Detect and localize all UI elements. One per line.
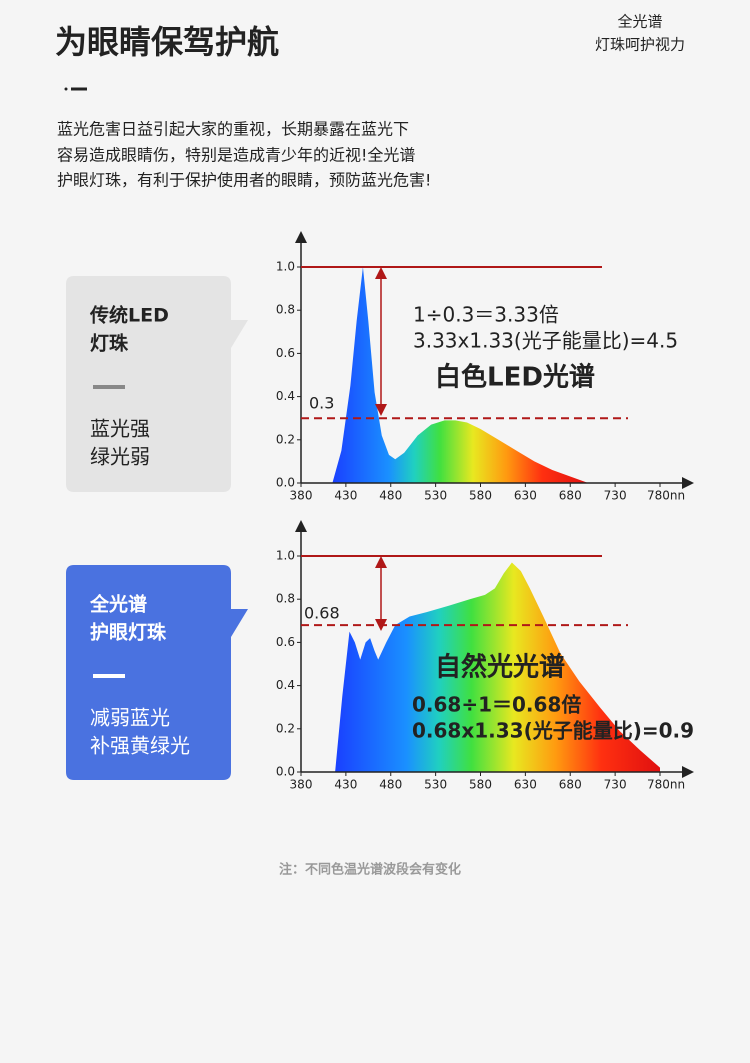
spectrum-area	[335, 562, 660, 772]
badge: 全光谱	[617, 13, 662, 31]
y-tick-label: 0.6	[276, 635, 295, 649]
x-tick-label: 480	[379, 489, 402, 503]
description: 护眼灯珠，有利于保护使用者的眼睛，预防蓝光危害!	[57, 171, 431, 190]
spectrum-area	[332, 267, 589, 483]
card-title: 护眼灯珠	[90, 621, 167, 644]
description: 蓝光危害日益引起大家的重视，长期暴露在蓝光下	[57, 120, 409, 139]
card	[66, 276, 248, 492]
annotation: 1÷0.3＝3.33倍	[413, 303, 559, 327]
card-text: 减弱蓝光	[90, 706, 170, 730]
annotation: 0.68÷1＝0.68倍	[412, 693, 581, 717]
card-title: 全光谱	[89, 593, 147, 616]
x-tick-label: 480	[379, 778, 402, 792]
y-tick-label: 0.8	[276, 303, 295, 317]
card	[66, 565, 248, 780]
spectrum-label: 白色LED光谱	[435, 362, 595, 393]
y-tick-label: 0.0	[276, 476, 295, 490]
y-tick-label: 1.0	[276, 260, 295, 274]
card-title: 灯珠	[90, 332, 129, 355]
card-title: 传统LED	[89, 304, 169, 327]
reference-label: 0.3	[309, 394, 334, 413]
dot	[64, 87, 68, 91]
y-tick-label: 0.4	[276, 678, 295, 692]
y-tick-label: 0.4	[276, 389, 295, 403]
card-text: 蓝光强	[90, 417, 150, 441]
x-tick-label: 780nn	[647, 489, 685, 503]
x-tick-label: 630	[514, 778, 537, 792]
y-tick-label: 0.8	[276, 592, 295, 606]
headline: 为眼睛保驾护航	[55, 23, 279, 61]
x-tick-label: 680	[559, 778, 582, 792]
y-tick-label: 0.2	[276, 432, 295, 446]
x-tick-label: 680	[559, 489, 582, 503]
x-tick-label: 780nn	[647, 778, 685, 792]
x-tick-label: 580	[469, 489, 492, 503]
note: 注：不同色温光谱波段会有变化	[279, 862, 461, 878]
card-text: 补强黄绿光	[90, 734, 190, 758]
y-tick-label: 1.0	[276, 549, 295, 563]
y-tick-label: 0.0	[276, 765, 295, 779]
x-tick-label: 430	[334, 778, 357, 792]
x-tick-label: 730	[604, 489, 627, 503]
y-tick-label: 0.2	[276, 721, 295, 735]
x-tick-label: 530	[424, 778, 447, 792]
x-tick-label: 730	[604, 778, 627, 792]
x-tick-label: 380	[290, 778, 313, 792]
x-tick-label: 430	[334, 489, 357, 503]
x-tick-label: 530	[424, 489, 447, 503]
annotation: 0.68x1.33(光子能量比)=0.9	[412, 719, 694, 743]
x-tick-label: 580	[469, 778, 492, 792]
description: 容易造成眼睛伤，特别是造成青少年的近视!全光谱	[57, 146, 415, 165]
y-tick-label: 0.6	[276, 346, 295, 360]
badge: 灯珠呵护视力	[595, 36, 685, 54]
spectrum-label: 自然光光谱	[435, 652, 565, 683]
x-tick-label: 380	[290, 489, 313, 503]
annotation: 3.33x1.33(光子能量比)=4.5	[413, 329, 678, 353]
x-tick-label: 630	[514, 489, 537, 503]
reference-label: 0.68	[304, 604, 340, 623]
card-text: 绿光弱	[90, 445, 150, 469]
